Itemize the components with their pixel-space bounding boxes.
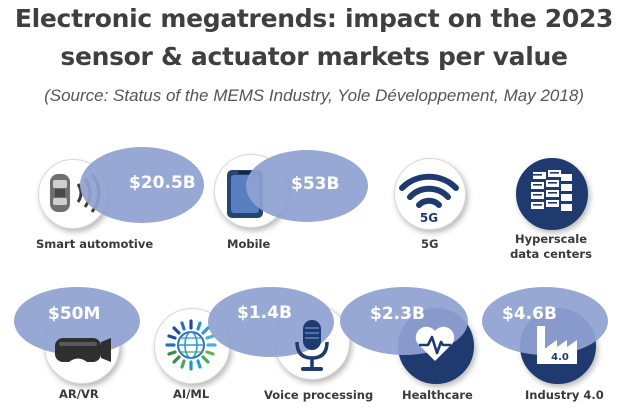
wifi-5g-icon: 5G bbox=[396, 164, 462, 228]
heart-pulse-icon bbox=[413, 323, 457, 365]
ar-vr-value: $50M bbox=[48, 304, 101, 324]
ar-vr-label: AR/VR bbox=[59, 387, 99, 401]
factory-icon-text: 4.0 bbox=[551, 352, 569, 363]
healthcare-label: Healthcare bbox=[402, 388, 473, 402]
hyperscale-label-line1: Hyperscale bbox=[515, 232, 587, 246]
5g-circle bbox=[394, 158, 466, 230]
mobile-value-bubble bbox=[246, 150, 368, 222]
source-note: (Source: Status of the MEMS Industry, Yo… bbox=[44, 86, 584, 105]
smart-automotive-value: $20.5B bbox=[129, 173, 196, 193]
industry-value: $4.6B bbox=[502, 304, 557, 324]
title-line-2: sensor & actuator markets per value bbox=[60, 42, 568, 71]
mobile-value: $53B bbox=[291, 174, 340, 194]
svg-text:5G: 5G bbox=[420, 211, 438, 225]
ai-globe-icon bbox=[162, 316, 220, 374]
voice-value: $1.4B bbox=[237, 303, 292, 323]
voice-label: Voice processing bbox=[264, 388, 374, 402]
healthcare-value: $2.3B bbox=[370, 304, 425, 324]
vr-headset-icon bbox=[51, 330, 113, 370]
smart-automotive-value-bubble bbox=[80, 147, 204, 223]
title-line-1: Electronic megatrends: impact on the 202… bbox=[14, 4, 614, 33]
mobile-label: Mobile bbox=[227, 237, 271, 251]
microphone-icon bbox=[292, 318, 332, 374]
hyperscale-label: Hyperscale data centers bbox=[503, 232, 599, 262]
smart-automotive-label: Smart automotive bbox=[36, 237, 154, 251]
ai-ml-label: AI/ML bbox=[173, 387, 210, 401]
hyperscale-label-line2: data centers bbox=[510, 247, 592, 261]
5g-label: 5G bbox=[421, 237, 439, 251]
factory-icon: 4.0 bbox=[531, 320, 583, 368]
server-stack-icon bbox=[523, 166, 579, 220]
industry-label: Industry 4.0 bbox=[525, 388, 604, 402]
